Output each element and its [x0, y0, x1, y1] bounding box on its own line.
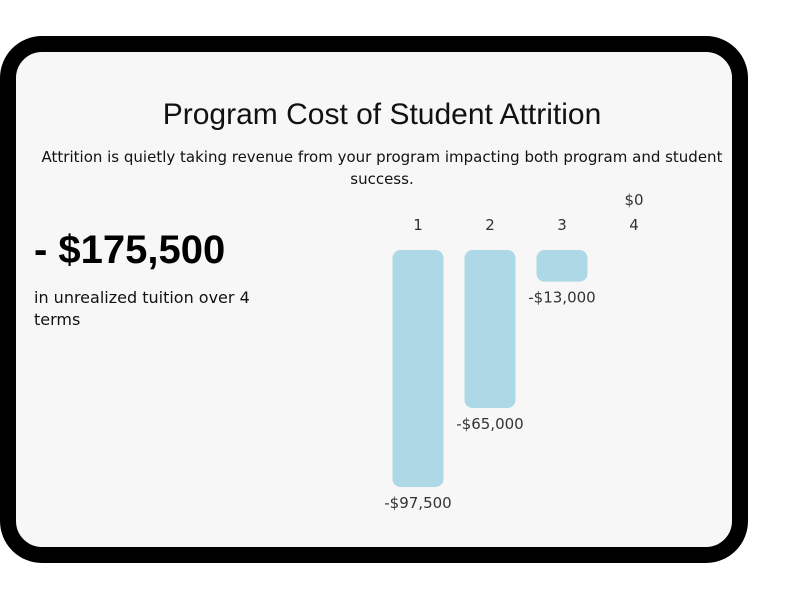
category-label: 3 — [557, 216, 567, 234]
category-label: 1 — [413, 216, 423, 234]
bar — [464, 250, 516, 408]
category-label: 4 — [629, 216, 639, 234]
total-cost-caption: in unrealized tuition over 4 terms — [34, 288, 250, 329]
total-cost-value: - $175,500 — [34, 228, 226, 272]
data-label: -$13,000 — [528, 289, 595, 307]
category-label: 2 — [485, 216, 495, 234]
page-title: Program Cost of Student Attrition — [162, 98, 602, 131]
data-label: $0 — [624, 191, 643, 209]
device-frame — [0, 36, 748, 563]
bar — [536, 250, 588, 282]
page-subtitle: Attrition is quietly taking revenue from… — [41, 148, 723, 188]
bar — [392, 250, 444, 487]
data-label: -$65,000 — [456, 415, 523, 433]
data-label: -$97,500 — [384, 494, 451, 512]
